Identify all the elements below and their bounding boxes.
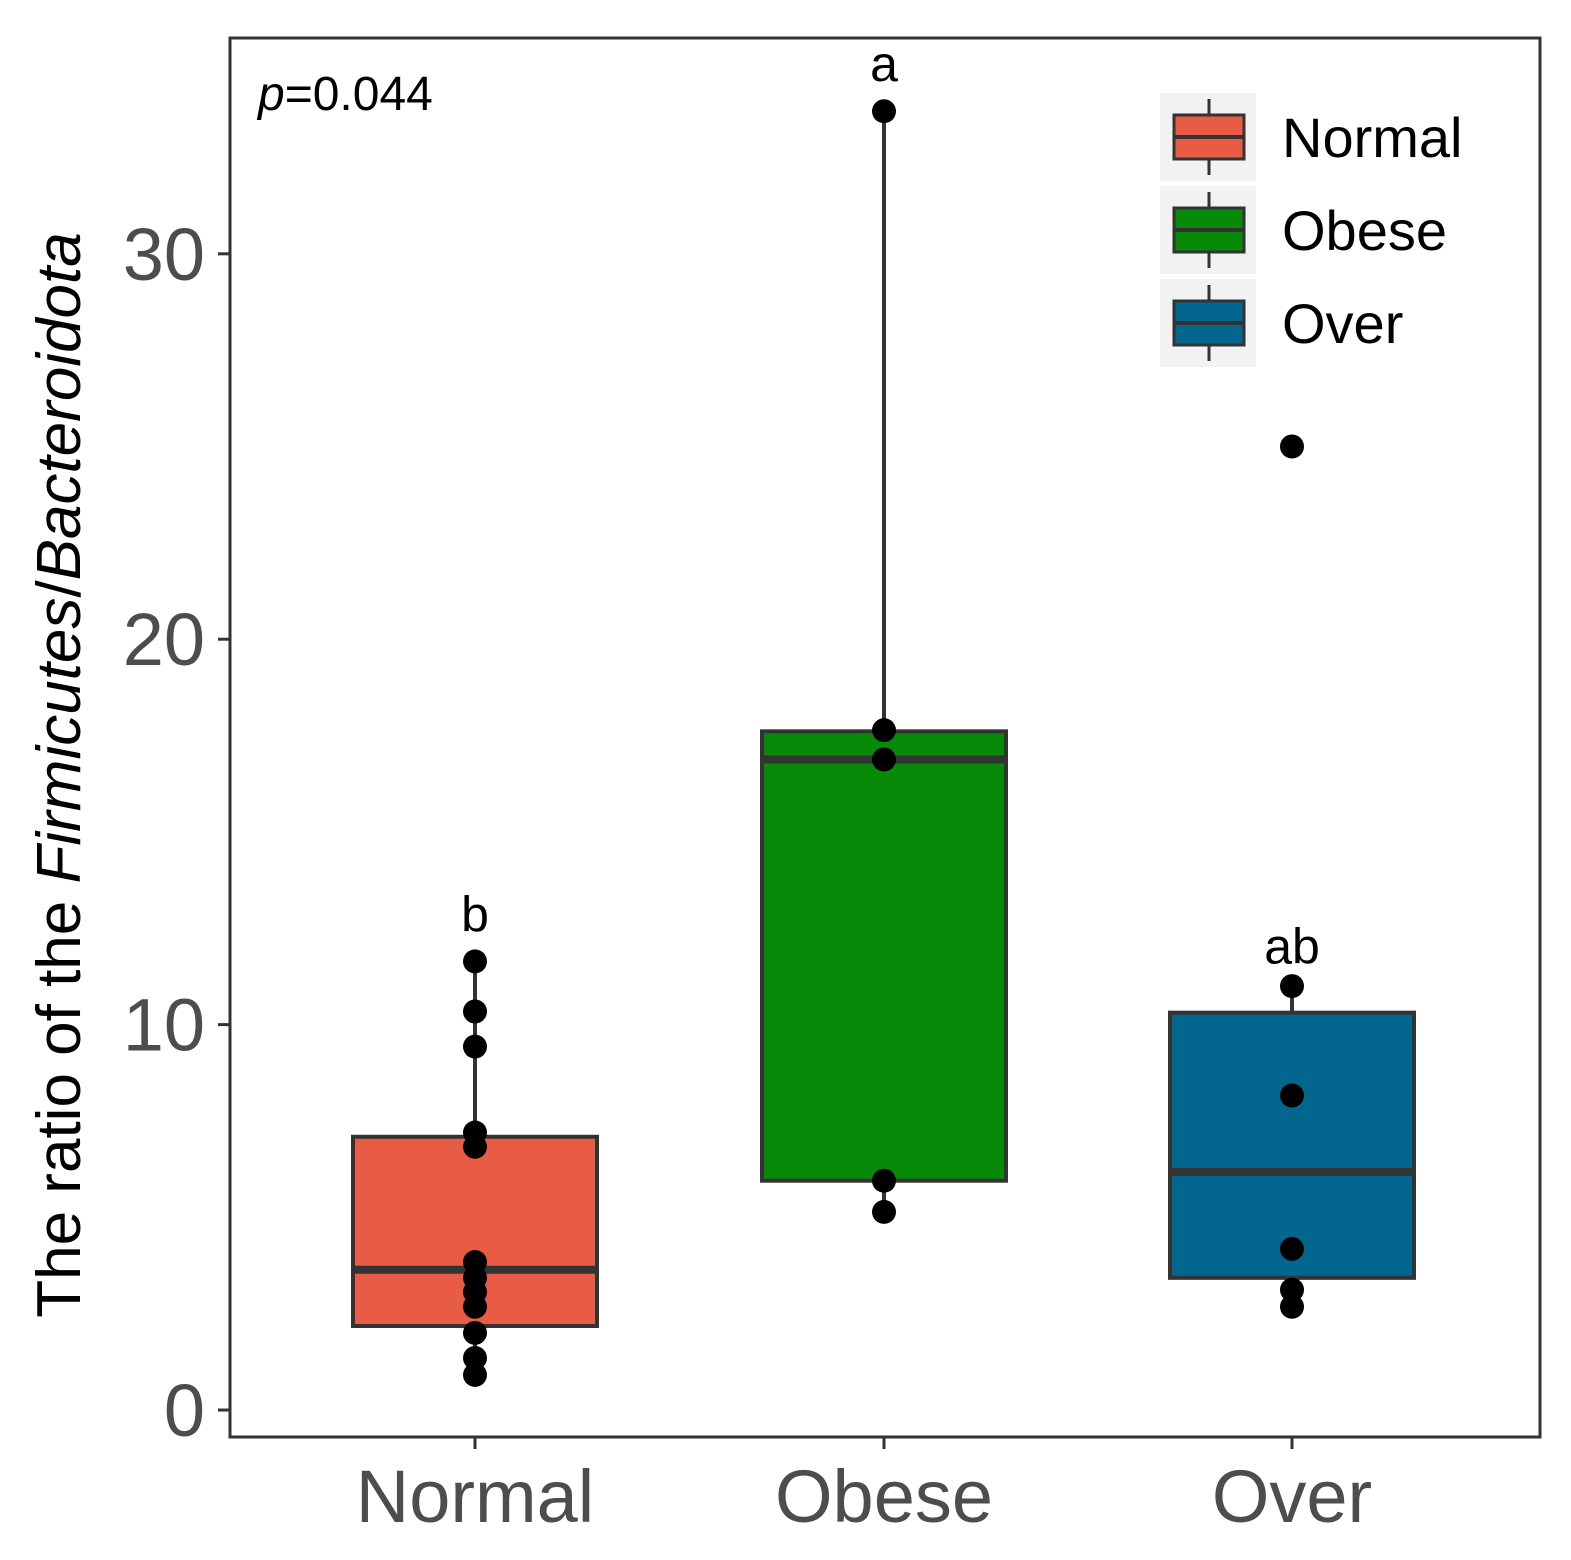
box-over bbox=[1168, 1010, 1416, 1280]
x-tick-label: Obese bbox=[775, 1455, 993, 1538]
data-point bbox=[463, 1134, 487, 1159]
legend: Normal Obese Over bbox=[1160, 93, 1462, 367]
data-point bbox=[872, 1199, 896, 1224]
y-tick-label: 0 bbox=[164, 1369, 205, 1452]
y-tick-label: 10 bbox=[123, 984, 205, 1067]
y-axis-label: The ratio of the Firmicutes/Bacteroidota bbox=[25, 232, 94, 1318]
x-tick-label: Normal bbox=[356, 1455, 594, 1538]
data-point bbox=[872, 718, 896, 743]
data-point bbox=[1280, 1083, 1304, 1108]
data-point bbox=[463, 1034, 487, 1059]
legend-label: Obese bbox=[1282, 199, 1447, 262]
box-obese bbox=[760, 729, 1008, 1183]
data-point bbox=[872, 1168, 896, 1193]
data-point bbox=[1280, 1294, 1304, 1319]
data-point bbox=[463, 1294, 487, 1319]
significance-letter: b bbox=[461, 886, 489, 942]
legend-label: Over bbox=[1282, 292, 1403, 355]
data-point bbox=[1280, 1236, 1304, 1261]
legend-label: Normal bbox=[1282, 106, 1462, 169]
data-point bbox=[872, 747, 896, 772]
p-value-annotation: p=0.044 bbox=[256, 68, 433, 121]
data-point bbox=[463, 999, 487, 1024]
data-point bbox=[463, 1345, 487, 1370]
y-tick-label: 30 bbox=[123, 213, 205, 296]
data-point bbox=[463, 1362, 487, 1387]
data-point bbox=[1280, 974, 1304, 999]
significance-letter: ab bbox=[1264, 919, 1320, 975]
y-tick-label: 20 bbox=[123, 598, 205, 681]
data-point bbox=[1280, 434, 1304, 459]
data-point bbox=[872, 99, 896, 124]
significance-letter: a bbox=[870, 36, 898, 92]
data-point bbox=[463, 1320, 487, 1345]
data-point bbox=[1280, 1277, 1304, 1302]
data-point bbox=[463, 949, 487, 974]
x-tick-label: Over bbox=[1212, 1455, 1372, 1538]
